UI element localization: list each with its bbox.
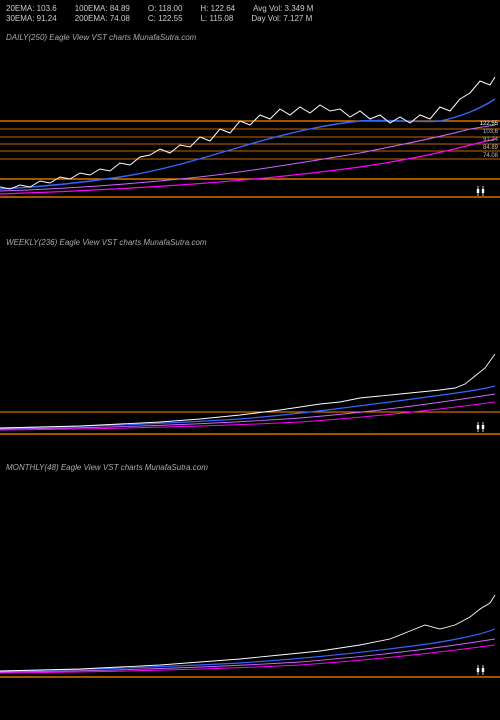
candle-mark-icon [477, 665, 479, 675]
open-stat: O: 118.00 [148, 4, 183, 14]
panel-title: MONTHLY(48) Eagle View VST charts Munafa… [6, 463, 208, 472]
chart-panel: DAILY(250) Eagle View VST charts MunafaS… [0, 29, 500, 234]
stats-row-2: 30EMA: 91.24 200EMA: 74.08 C: 122.55 L: … [6, 14, 494, 24]
high-stat: H: 122.64 [200, 4, 235, 14]
chart-svg [0, 234, 500, 459]
ema100-stat: 100EMA: 84.89 [75, 4, 130, 14]
candle-mark-icon [482, 665, 484, 675]
price-series [0, 354, 495, 428]
panel-title-prefix: MONTHLY(48) Eagle [6, 463, 84, 472]
panel-title-suffix: View VST charts MunafaSutra.com [72, 33, 196, 42]
ema20-stat: 20EMA: 103.6 [6, 4, 57, 14]
chart-panel: WEEKLY(236) Eagle View VST charts Munafa… [0, 234, 500, 459]
axis-label: 103.6 [483, 129, 499, 135]
candle-mark-icon [477, 422, 479, 432]
axis-label: 91.24 [483, 137, 499, 143]
price-series [0, 139, 495, 194]
ema30-stat: 30EMA: 91.24 [6, 14, 57, 24]
panel-title-prefix: WEEKLY(236) Eagle [6, 238, 82, 247]
stats-header: 20EMA: 103.6 100EMA: 84.89 O: 118.00 H: … [0, 0, 500, 29]
price-series [0, 595, 495, 671]
panel-title-suffix: View VST charts MunafaSutra.com [84, 463, 208, 472]
candle-mark-icon [477, 186, 479, 196]
dayvol-stat: Day Vol: 7.127 M [251, 14, 312, 24]
candle-mark-icon [482, 186, 484, 196]
avgvol-stat: Avg Vol: 3.349 M [253, 4, 313, 14]
axis-label: 122.55 [480, 121, 499, 127]
chart-svg: 122.55 103.6 91.24 84.89 74.08 [0, 29, 500, 234]
panel-title: DAILY(250) Eagle View VST charts MunafaS… [6, 33, 196, 42]
axis-label: 74.08 [483, 153, 499, 159]
axis-label: 84.89 [483, 145, 499, 151]
candle-mark-icon [482, 422, 484, 432]
chart-svg [0, 459, 500, 709]
stats-row-1: 20EMA: 103.6 100EMA: 84.89 O: 118.00 H: … [6, 4, 494, 14]
panel-title-prefix: DAILY(250) Eagle [6, 33, 72, 42]
price-series [0, 125, 495, 191]
ema200-stat: 200EMA: 74.08 [75, 14, 130, 24]
charts-container: DAILY(250) Eagle View VST charts MunafaS… [0, 29, 500, 709]
chart-panel: MONTHLY(48) Eagle View VST charts Munafa… [0, 459, 500, 709]
panel-title-suffix: View VST charts MunafaSutra.com [82, 238, 206, 247]
close-stat: C: 122.55 [148, 14, 183, 24]
low-stat: L: 115.08 [201, 14, 234, 24]
panel-title: WEEKLY(236) Eagle View VST charts Munafa… [6, 238, 207, 247]
price-series [0, 77, 495, 189]
